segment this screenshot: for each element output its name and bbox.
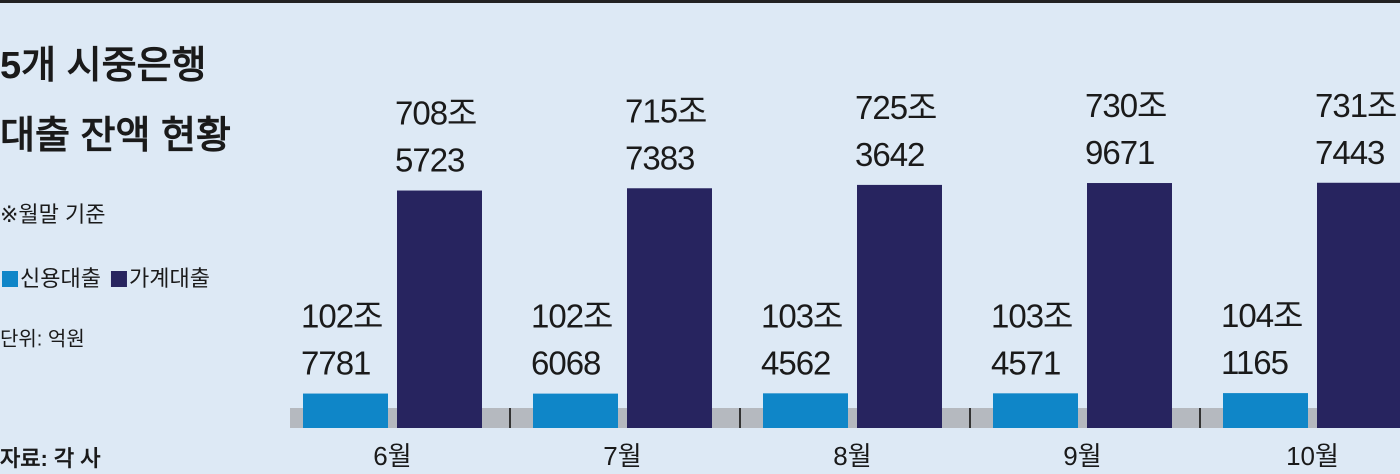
unit: 단위: 억원 [0, 327, 85, 350]
bar [627, 188, 712, 428]
bar [1317, 182, 1400, 428]
value-label-line: 731조 [1315, 86, 1396, 123]
legend-swatch [2, 271, 18, 287]
value-label-line: 102조 [531, 297, 612, 334]
value-label: 103조 4562 [761, 297, 842, 381]
top-border [0, 0, 1400, 3]
bar [1087, 183, 1172, 428]
value-label-line: 3642 [855, 136, 924, 173]
chart-title: 대출 잔액 현황 [0, 115, 231, 157]
value-label-line: 7443 [1315, 133, 1384, 170]
axis-breaks [509, 408, 1201, 428]
value-label: 715조 7383 [625, 92, 706, 176]
legend-label: 가계대출 [129, 266, 210, 291]
x-tick-label: 9월 [1063, 441, 1101, 471]
x-tick-label: 8월 [833, 441, 871, 471]
value-label-line: 4571 [991, 344, 1060, 381]
value-label: 708조 5723 [395, 94, 476, 178]
value-label-line: 725조 [855, 89, 936, 126]
bar [1223, 393, 1308, 428]
value-label-line: 708조 [395, 94, 476, 131]
source: 자료: 각 사 [0, 446, 101, 471]
bar [763, 393, 848, 428]
x-tick-label: 6월 [373, 441, 411, 471]
bar [397, 190, 482, 428]
chart-title: 5개 시중은행 [0, 45, 207, 87]
value-label: 730조 9671 [1085, 87, 1166, 171]
value-label-line: 104조 [1221, 297, 1302, 334]
value-label-line: 103조 [991, 297, 1072, 334]
x-tick-label: 7월 [603, 441, 641, 471]
value-label: 102조 6068 [531, 297, 612, 381]
value-label-line: 1165 [1221, 344, 1288, 381]
bar [993, 393, 1078, 428]
value-label-line: 7781 [301, 344, 370, 381]
value-label: 731조 7443 [1315, 86, 1396, 170]
value-label-line: 7383 [625, 139, 694, 176]
value-label: 102조 7781 [301, 297, 382, 381]
x-tick-label: 10월 [1286, 441, 1339, 471]
value-label-line: 6068 [531, 344, 600, 381]
value-label: 725조 3642 [855, 89, 936, 173]
legend-label: 신용대출 [20, 266, 101, 291]
value-label-line: 4562 [761, 344, 830, 381]
bar [303, 393, 388, 428]
value-label: 103조 4571 [991, 297, 1072, 381]
bar [533, 393, 618, 428]
value-label-line: 730조 [1085, 87, 1166, 124]
value-label-line: 715조 [625, 92, 706, 129]
note: ※월말 기준 [0, 202, 106, 227]
legend-swatch [110, 271, 127, 287]
value-label-line: 103조 [761, 297, 842, 334]
value-label-line: 9671 [1085, 134, 1154, 171]
value-label: 104조 1165 [1221, 297, 1302, 381]
value-label-line: 5723 [395, 141, 464, 178]
bar [857, 184, 942, 428]
value-label-line: 102조 [301, 297, 382, 334]
